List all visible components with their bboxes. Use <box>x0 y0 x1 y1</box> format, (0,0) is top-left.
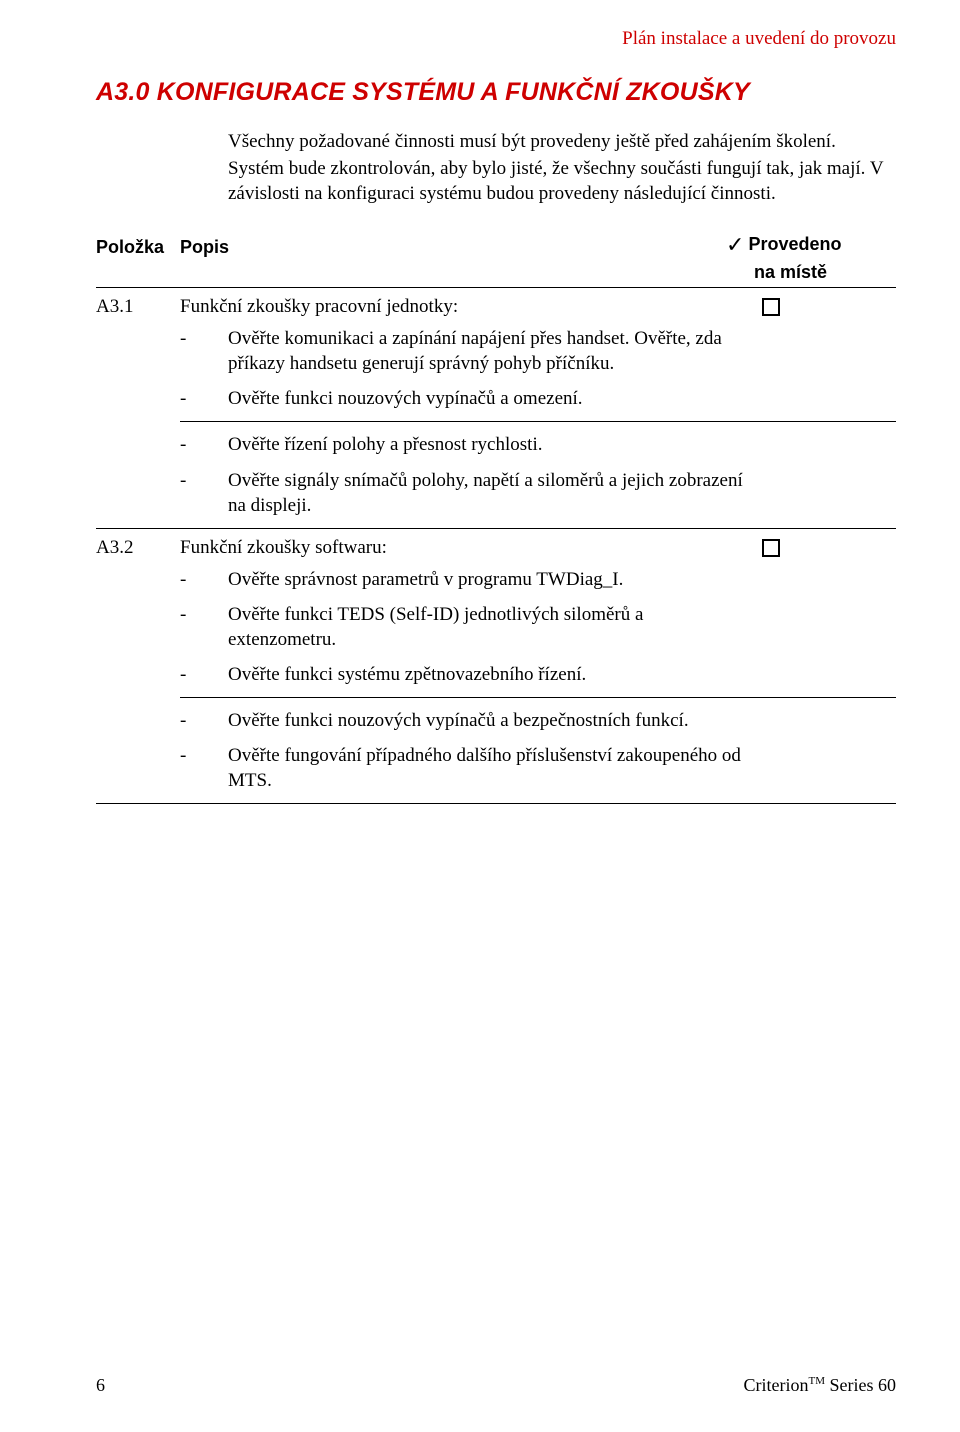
dash-icon: - <box>180 708 228 733</box>
list-item-text: Ověřte řízení polohy a přesnost rychlost… <box>228 432 746 457</box>
item-title: Funkční zkoušky pracovní jednotky: <box>180 296 726 318</box>
footer-series: CriterionTM Series 60 <box>744 1375 897 1396</box>
item-title: Funkční zkoušky softwaru: <box>180 537 726 559</box>
sub-list: - Ověřte řízení polohy a přesnost rychlo… <box>180 432 746 517</box>
list-item: - Ověřte řízení polohy a přesnost rychlo… <box>180 432 746 457</box>
list-item: - Ověřte funkci TEDS (Self-ID) jednotliv… <box>180 602 746 652</box>
table-subheader-row: na místě <box>96 262 896 283</box>
list-item-text: Ověřte komunikaci a zapínání napájení př… <box>228 326 746 376</box>
page-footer: 6 CriterionTM Series 60 <box>96 1375 896 1396</box>
intro-p1: Všechny požadované činnosti musí být pro… <box>228 129 888 154</box>
footer-series-suffix: Series 60 <box>825 1375 896 1395</box>
dash-icon: - <box>180 326 228 376</box>
th-onsite: na místě <box>726 262 896 283</box>
page-number: 6 <box>96 1375 105 1396</box>
list-item: - Ověřte funkci nouzových vypínačů a bez… <box>180 708 746 733</box>
sub-list: - Ověřte funkci nouzových vypínačů a bez… <box>180 708 746 793</box>
list-item-text: Ověřte funkci TEDS (Self-ID) jednotlivýc… <box>228 602 746 652</box>
list-item: - Ověřte správnost parametrů v programu … <box>180 567 746 592</box>
list-item: - Ověřte signály snímačů polohy, napětí … <box>180 468 746 518</box>
divider <box>96 528 896 529</box>
dash-icon: - <box>180 743 228 793</box>
th-desc: Popis <box>180 237 726 258</box>
th-item: Položka <box>96 237 180 258</box>
footer-series-prefix: Criterion <box>744 1375 809 1395</box>
item-checkbox-cell <box>726 537 896 559</box>
divider <box>180 697 896 698</box>
checklist-item-row: A3.2 Funkční zkoušky softwaru: <box>96 537 896 559</box>
divider <box>180 421 896 422</box>
divider <box>96 803 896 804</box>
list-item: - Ověřte funkci systému zpětnovazebního … <box>180 662 746 687</box>
checklist-item-row: A3.1 Funkční zkoušky pracovní jednotky: <box>96 296 896 318</box>
dash-icon: - <box>180 468 228 518</box>
list-item-text: Ověřte funkci systému zpětnovazebního ří… <box>228 662 746 687</box>
dash-icon: - <box>180 662 228 687</box>
section-heading: A3.0 KONFIGURACE SYSTÉMU A FUNKČNÍ ZKOUŠ… <box>96 78 896 107</box>
list-item-text: Ověřte funkci nouzových vypínačů a omeze… <box>228 386 746 411</box>
intro-paragraphs: Všechny požadované činnosti musí být pro… <box>228 129 888 206</box>
list-item: - Ověřte komunikaci a zapínání napájení … <box>180 326 746 376</box>
checkmark-icon: ✓ <box>726 232 744 258</box>
list-item-text: Ověřte správnost parametrů v programu TW… <box>228 567 746 592</box>
list-item: - Ověřte funkci nouzových vypínačů a ome… <box>180 386 746 411</box>
list-item-text: Ověřte fungování případného dalšího přís… <box>228 743 746 793</box>
header-caption: Plán instalace a uvedení do provozu <box>96 28 896 50</box>
th-done: ✓Provedeno <box>726 232 896 258</box>
item-id: A3.1 <box>96 296 180 318</box>
intro-p2: Systém bude zkontrolován, aby bylo jisté… <box>228 156 888 206</box>
sub-list: - Ověřte správnost parametrů v programu … <box>180 567 746 687</box>
item-checkbox-cell <box>726 296 896 318</box>
dash-icon: - <box>180 432 228 457</box>
footer-tm: TM <box>809 1375 826 1387</box>
list-item: - Ověřte fungování případného dalšího př… <box>180 743 746 793</box>
dash-icon: - <box>180 602 228 652</box>
checkbox-icon[interactable] <box>762 298 780 316</box>
table-header-row: Položka Popis ✓Provedeno <box>96 232 896 258</box>
dash-icon: - <box>180 567 228 592</box>
sub-list: - Ověřte komunikaci a zapínání napájení … <box>180 326 746 411</box>
list-item-text: Ověřte signály snímačů polohy, napětí a … <box>228 468 746 518</box>
item-id: A3.2 <box>96 537 180 559</box>
page: Plán instalace a uvedení do provozu A3.0… <box>0 0 960 1432</box>
section-number: A3.0 <box>96 78 150 106</box>
divider <box>96 287 896 288</box>
dash-icon: - <box>180 386 228 411</box>
list-item-text: Ověřte funkci nouzových vypínačů a bezpe… <box>228 708 746 733</box>
th-done-label: Provedeno <box>748 234 841 254</box>
section-title-text: KONFIGURACE SYSTÉMU A FUNKČNÍ ZKOUŠKY <box>157 78 750 106</box>
checkbox-icon[interactable] <box>762 539 780 557</box>
